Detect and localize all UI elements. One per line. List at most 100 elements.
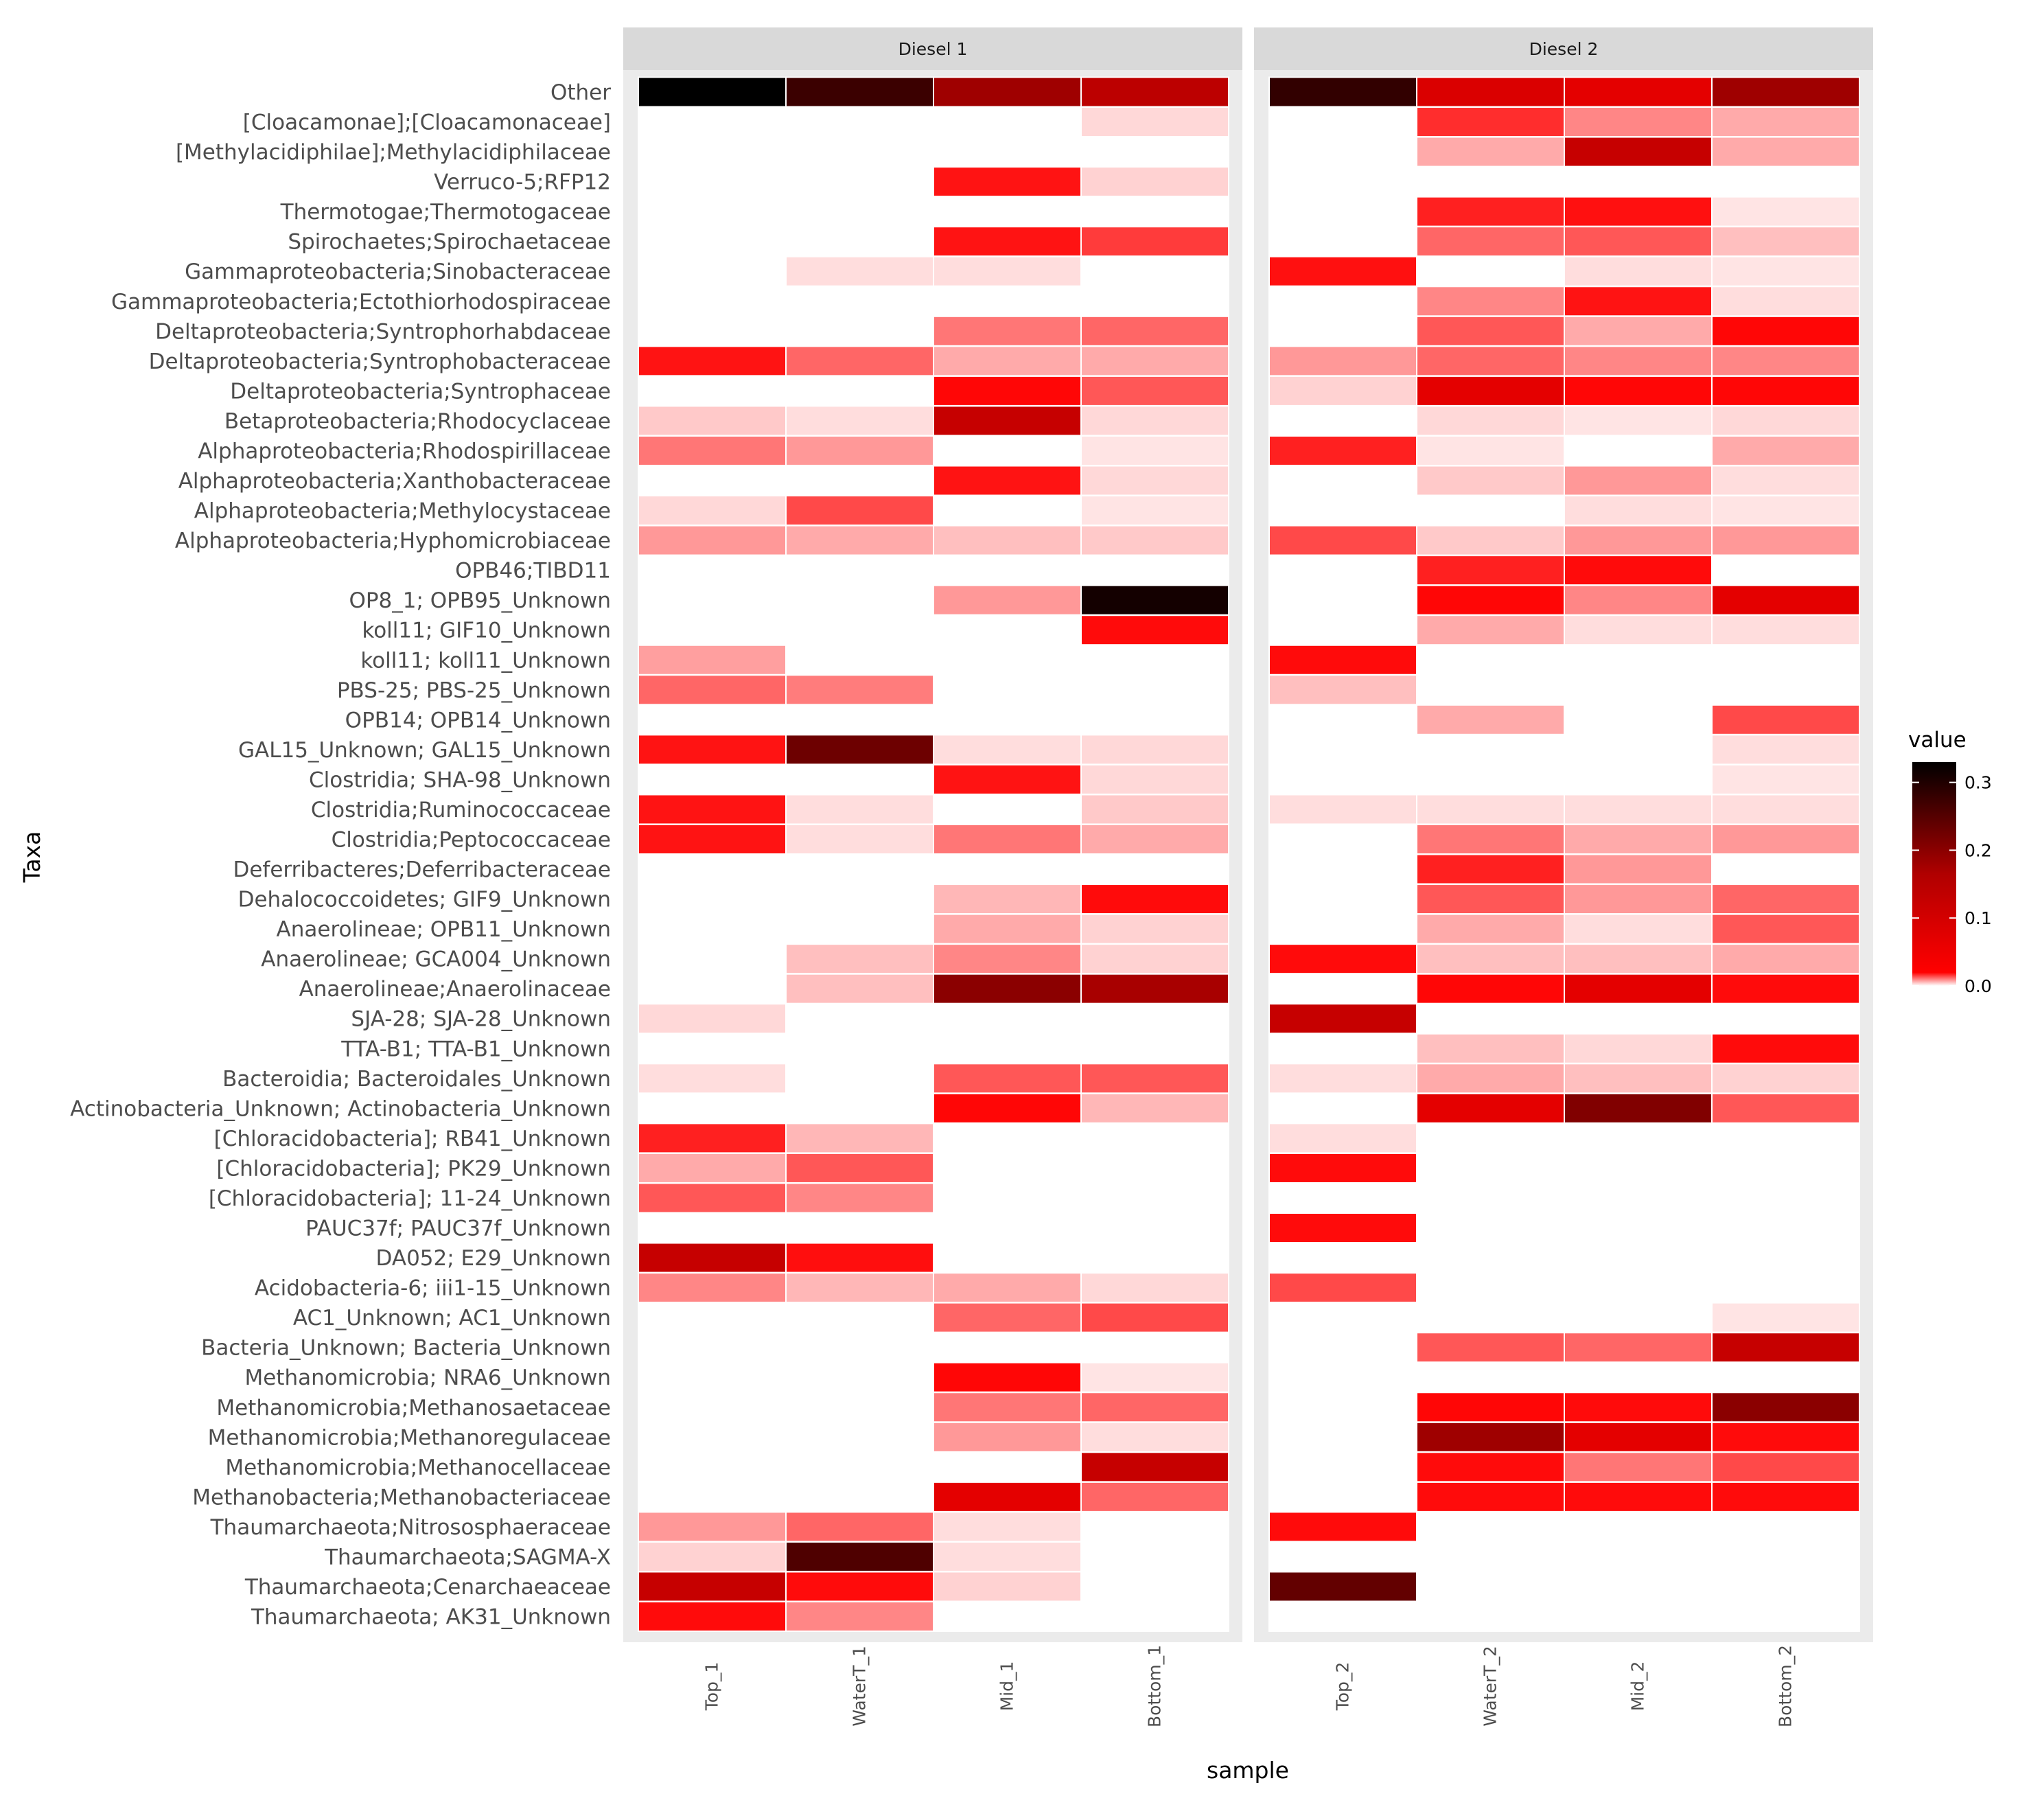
taxa-label: OPB14; OPB14_Unknown <box>345 708 611 733</box>
heatmap-tile: Gammaproteobacteria;Sinobacteraceae | Wa… <box>785 255 934 287</box>
heatmap-tile: Verruco-5;RFP12 | WaterT_2: 0 <box>1416 166 1565 198</box>
heatmap-tile: Clostridia; SHA-98_Unknown | Top_2: 0 <box>1268 763 1417 795</box>
heatmap-tile: Actinobacteria_Unknown; Actinobacteria_U… <box>1564 1092 1713 1124</box>
taxa-label: Anaerolineae; OPB11_Unknown <box>277 917 611 942</box>
heatmap-tile: SJA-28; SJA-28_Unknown | Top_1: 0.005 <box>638 1003 787 1035</box>
heatmap-tile: Deltaproteobacteria;Syntrophaceae | Mid_… <box>933 375 1082 406</box>
heatmap-tile: Thermotogae;Thermotogaceae | Top_2: 0 <box>1268 196 1417 227</box>
heatmap-tile: Other | Mid_2: 0.1 <box>1564 76 1713 108</box>
heatmap-tile: Alphaproteobacteria;Rhodospirillaceae | … <box>1080 435 1229 466</box>
heatmap-tile: Clostridia;Peptococcaceae | Bottom_1: 0.… <box>1080 824 1229 855</box>
heatmap-tile: DA052; E29_Unknown | WaterT_1: 0.067 <box>785 1242 934 1274</box>
heatmap-tile: Anaerolineae; GCA004_Unknown | Mid_2: 0.… <box>1564 943 1713 975</box>
taxa-label: GAL15_Unknown; GAL15_Unknown <box>238 738 611 763</box>
taxa-label: Anaerolineae;Anaerolinaceae <box>299 977 611 1002</box>
heatmap-tile: [Chloracidobacteria]; 11-24_Unknown | Bo… <box>1080 1182 1229 1214</box>
heatmap-tile: OPB14; OPB14_Unknown | Bottom_1: 0 <box>1080 704 1229 735</box>
heatmap-tile: Methanomicrobia;Methanosaetaceae | Botto… <box>1711 1392 1860 1423</box>
heatmap-tile: Anaerolineae; GCA004_Unknown | WaterT_1:… <box>785 943 934 975</box>
heatmap-tile: OP8_1; OPB95_Unknown | Top_2: 0 <box>1268 584 1417 616</box>
taxa-label: Spirochaetes;Spirochaetaceae <box>288 230 611 255</box>
heatmap-tile: Alphaproteobacteria;Methylocystaceae | T… <box>638 495 787 527</box>
heatmap-tile: Actinobacteria_Unknown; Actinobacteria_U… <box>1080 1092 1229 1124</box>
heatmap-tile: koll11; koll11_Unknown | WaterT_1: 0 <box>785 644 934 676</box>
heatmap-tile: [Cloacamonae];[Cloacamonaceae] | WaterT_… <box>785 106 934 138</box>
heatmap-tile: Anaerolineae; OPB11_Unknown | WaterT_1: … <box>785 913 934 945</box>
heatmap-tile: Thaumarchaeota; AK31_Unknown | WaterT_2:… <box>1416 1601 1565 1633</box>
taxa-label: Betaproteobacteria;Rhodocyclaceae <box>224 409 611 434</box>
heatmap-tile: Deltaproteobacteria;Syntrophorhabdaceae … <box>1268 315 1417 347</box>
heatmap-tile: Dehalococcoidetes; GIF9_Unknown | WaterT… <box>1416 884 1565 915</box>
heatmap-tile: Betaproteobacteria;Rhodocyclaceae | Bott… <box>1080 405 1229 437</box>
heatmap-tile: TTA-B1; TTA-B1_Unknown | WaterT_2: 0.01 <box>1416 1033 1565 1064</box>
heatmap-tile: Alphaproteobacteria;Hyphomicrobiaceae | … <box>1711 525 1860 556</box>
y-axis-title: Taxa <box>19 831 45 884</box>
heatmap-tile: Gammaproteobacteria;Ectothiorhodospirace… <box>1416 286 1565 317</box>
heatmap-tile: Verruco-5;RFP12 | Top_1: 0 <box>638 166 787 198</box>
heatmap-tile: Bacteroidia; Bacteroidales_Unknown | Mid… <box>933 1063 1082 1094</box>
heatmap-tile: Alphaproteobacteria;Hyphomicrobiaceae | … <box>1080 525 1229 556</box>
heatmap-tile: Methanomicrobia; NRA6_Unknown | Top_2: 0 <box>1268 1361 1417 1393</box>
heatmap-tile: Deltaproteobacteria;Syntrophorhabdaceae … <box>1416 315 1565 347</box>
heatmap-tile: Thaumarchaeota;Nitrososphaeraceae | Top_… <box>1268 1511 1417 1543</box>
heatmap-tile: PBS-25; PBS-25_Unknown | Top_2: 0.01 <box>1268 674 1417 706</box>
heatmap-tile: Methanobacteria;Methanobacteriaceae | Wa… <box>1416 1481 1565 1512</box>
heatmap-tile: Spirochaetes;Spirochaetaceae | WaterT_1:… <box>785 226 934 257</box>
taxa-label: OP8_1; OPB95_Unknown <box>349 588 611 613</box>
heatmap-tile: PAUC37f; PAUC37f_Unknown | Bottom_1: 0 <box>1080 1212 1229 1244</box>
legend-ticks: 0.0 0.1 0.2 0.3 <box>1912 773 1992 996</box>
heatmap-tile: [Methylacidiphilae];Methylacidiphilaceae… <box>1416 136 1565 168</box>
heatmap-tile: Other | Top_2: 0.28 <box>1268 76 1417 108</box>
heatmap-tile: PBS-25; PBS-25_Unknown | WaterT_1: 0.028 <box>785 674 934 706</box>
heatmap-tile: Alphaproteobacteria;Rhodospirillaceae | … <box>785 435 934 466</box>
heatmap-tile: OPB14; OPB14_Unknown | WaterT_2: 0.015 <box>1416 704 1565 735</box>
sample-label: Bottom_1 <box>1145 1645 1165 1727</box>
heatmap-tile: Alphaproteobacteria;Methylocystaceae | M… <box>1564 495 1713 527</box>
heatmap-tile: Bacteria_Unknown; Bacteria_Unknown | Wat… <box>1416 1332 1565 1363</box>
heatmap-tile: Thaumarchaeota;Nitrososphaeraceae | Top_… <box>638 1511 787 1543</box>
heatmap-tile: [Methylacidiphilae];Methylacidiphilaceae… <box>933 136 1082 168</box>
heatmap-tile: koll11; GIF10_Unknown | Mid_2: 0.004 <box>1564 614 1713 646</box>
heatmap-tile: Alphaproteobacteria;Xanthobacteraceae | … <box>1416 465 1565 496</box>
heatmap-tile: Bacteria_Unknown; Bacteria_Unknown | Top… <box>638 1332 787 1363</box>
heatmap-tile: [Methylacidiphilae];Methylacidiphilaceae… <box>1564 136 1713 168</box>
taxa-label: AC1_Unknown; AC1_Unknown <box>293 1306 611 1331</box>
heatmap-tile: koll11; koll11_Unknown | Bottom_1: 0 <box>1080 644 1229 676</box>
sample-label: Mid_1 <box>997 1661 1017 1712</box>
heatmap-tile: Alphaproteobacteria;Rhodospirillaceae | … <box>1416 435 1565 466</box>
heatmap-tile: Other | Bottom_1: 0.14 <box>1080 76 1229 108</box>
heatmap-tile: [Chloracidobacteria]; RB41_Unknown | Wat… <box>1416 1122 1565 1154</box>
heatmap-tile: OPB14; OPB14_Unknown | Top_2: 0 <box>1268 704 1417 735</box>
facet-strip <box>623 27 1242 70</box>
heatmap-tile: Deferribacteres;Deferribacteraceae | Bot… <box>1711 853 1860 885</box>
taxa-label: Bacteria_Unknown; Bacteria_Unknown <box>201 1336 611 1361</box>
heatmap-tile: PBS-25; PBS-25_Unknown | Bottom_2: 0 <box>1711 674 1860 706</box>
heatmap-tile: koll11; GIF10_Unknown | WaterT_2: 0.015 <box>1416 614 1565 646</box>
heatmap-tile: Acidobacteria-6; iii1-15_Unknown | Top_1… <box>638 1272 787 1304</box>
taxa-label: PBS-25; PBS-25_Unknown <box>337 678 611 703</box>
heatmap-tile: Spirochaetes;Spirochaetaceae | WaterT_2:… <box>1416 226 1565 257</box>
heatmap-tile: Verruco-5;RFP12 | Top_2: 0 <box>1268 166 1417 198</box>
heatmap-tile: TTA-B1; TTA-B1_Unknown | Mid_1: 0 <box>933 1033 1082 1064</box>
heatmap-tile: Alphaproteobacteria;Xanthobacteraceae | … <box>638 465 787 496</box>
heatmap-tile: OPB14; OPB14_Unknown | Bottom_2: 0.045 <box>1711 704 1860 735</box>
heatmap-tile: Alphaproteobacteria;Xanthobacteraceae | … <box>1268 465 1417 496</box>
taxa-label: Methanomicrobia; NRA6_Unknown <box>244 1366 611 1390</box>
taxa-label: koll11; GIF10_Unknown <box>362 619 611 643</box>
heatmap-tile: Thaumarchaeota;Cenarchaeaceae | Bottom_1… <box>1080 1571 1229 1602</box>
heatmap-tile: Acidobacteria-6; iii1-15_Unknown | Botto… <box>1080 1272 1229 1304</box>
heatmap-tile: SJA-28; SJA-28_Unknown | Bottom_1: 0 <box>1080 1003 1229 1035</box>
heatmap-tile: Anaerolineae; OPB11_Unknown | Top_2: 0 <box>1268 913 1417 945</box>
heatmap-tile: [Chloracidobacteria]; 11-24_Unknown | Bo… <box>1711 1182 1860 1214</box>
heatmap-tile: SJA-28; SJA-28_Unknown | Bottom_2: 0 <box>1711 1003 1860 1035</box>
heatmap-tile: Alphaproteobacteria;Rhodospirillaceae | … <box>933 435 1082 466</box>
heatmap-tile: Alphaproteobacteria;Hyphomicrobiaceae | … <box>1268 525 1417 556</box>
heatmap-tile: Methanomicrobia;Methanocellaceae | Mid_2… <box>1564 1451 1713 1483</box>
heatmap-tile: [Chloracidobacteria]; PK29_Unknown | Mid… <box>933 1152 1082 1184</box>
x-axis-title: sample <box>1207 1757 1289 1784</box>
heatmap-tile: Alphaproteobacteria;Xanthobacteraceae | … <box>785 465 934 496</box>
heatmap-tile: Deltaproteobacteria;Syntrophobacteraceae… <box>1080 345 1229 377</box>
heatmap-tile: Anaerolineae; GCA004_Unknown | Top_2: 0.… <box>1268 943 1417 975</box>
heatmap-tile: Thaumarchaeota; AK31_Unknown | Bottom_2:… <box>1711 1601 1860 1633</box>
